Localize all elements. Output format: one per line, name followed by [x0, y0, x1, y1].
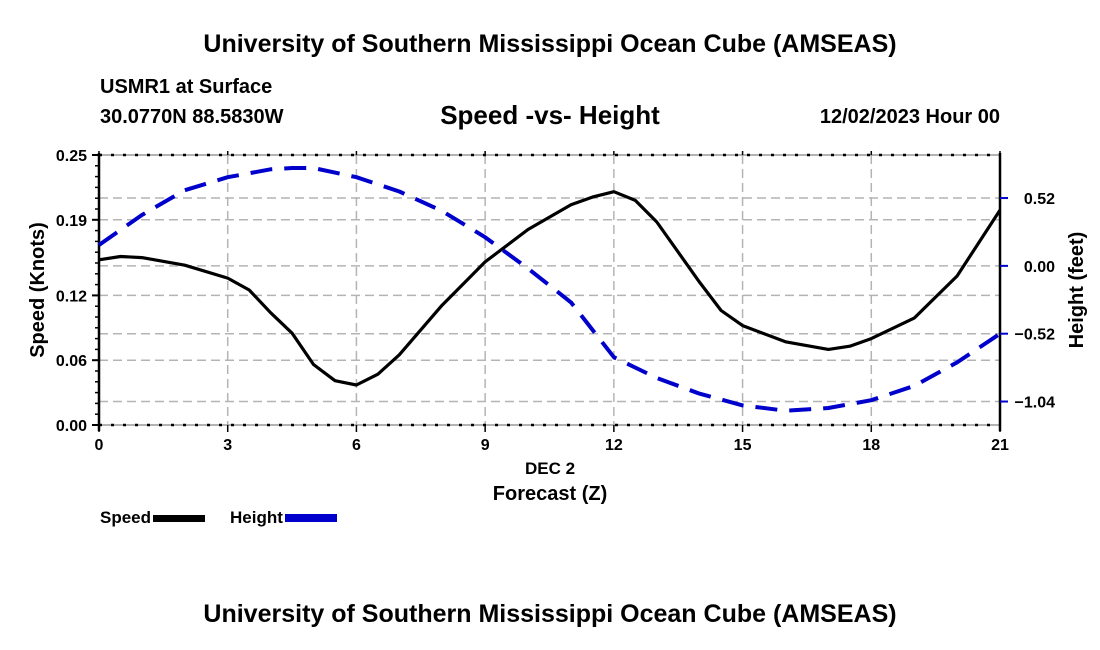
datetime-label: 12/02/2023 Hour 00 [819, 106, 1000, 128]
station-label: USMR1 at Surface [100, 76, 273, 98]
x-tick-label: 18 [862, 437, 880, 454]
x-tick-label: 0 [95, 437, 104, 454]
x-tick-label: 15 [734, 437, 752, 454]
chart-title: Speed -vs- Height [440, 100, 660, 130]
y-tick-label: 0.00 [56, 418, 87, 435]
grid [99, 155, 1000, 425]
legend-swatch-height [284, 514, 337, 522]
y2-tick-label: 0.00 [1024, 259, 1055, 276]
axes: 0.00 0.06 0.12 0.19 0.25 0.52 0.00 −0.52 −1.04 0 3… [56, 148, 1055, 454]
legend-item-speed: Speed [100, 508, 206, 528]
x-tick-label: 3 [223, 437, 232, 454]
x-tick-label: 6 [352, 437, 361, 454]
series-line-speed [98, 190, 1002, 387]
y2-tick-label: −0.52 [1015, 327, 1056, 344]
y2-tick-label: 0.52 [1024, 191, 1055, 208]
footer-title: University of Southern Mississippi Ocean… [203, 600, 897, 628]
y-tick-label: 0.12 [56, 288, 87, 305]
y-axis-label: Speed (Knots) [27, 222, 49, 358]
legend-label-height: Height [230, 508, 283, 527]
legend-label-speed: Speed [100, 508, 152, 527]
y2-axis-label: Height (feet) [1066, 232, 1088, 349]
series-group [97, 166, 1002, 413]
series-line-height [97, 166, 1002, 413]
x-tick-label: 21 [991, 437, 1009, 454]
y-tick-label: 0.06 [56, 353, 87, 370]
main-title: University of Southern Mississippi Ocean… [203, 30, 897, 58]
coordinates-label: 30.0770N 88.5830W [100, 106, 284, 128]
x-tick-label: 9 [481, 437, 490, 454]
x-tick-label: 12 [605, 437, 623, 454]
legend-swatch-speed [153, 514, 206, 522]
x-axis-date-label: DEC 2 [525, 459, 575, 478]
y-tick-label: 0.25 [56, 148, 87, 165]
x-axis-label: Forecast (Z) [493, 483, 607, 505]
y2-tick-label: −1.04 [1015, 395, 1056, 412]
y-tick-label: 0.19 [56, 213, 87, 230]
legend-item-height: Height [230, 508, 337, 528]
